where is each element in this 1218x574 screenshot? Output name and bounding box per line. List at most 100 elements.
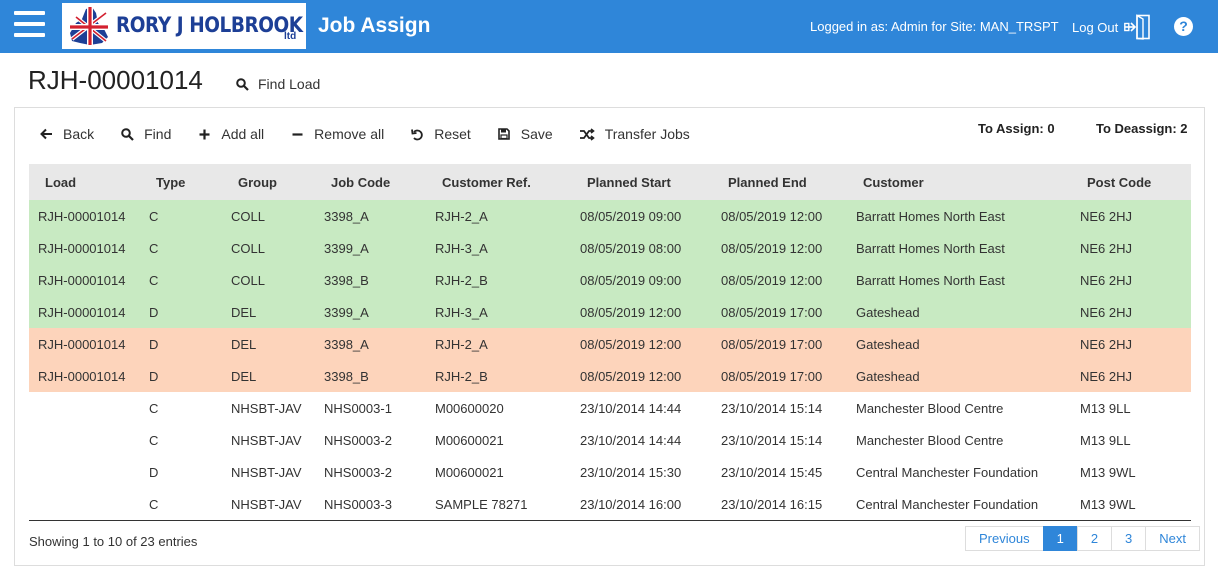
minus-icon xyxy=(290,127,304,141)
cell-planned-end: 08/05/2019 17:00 xyxy=(721,304,823,320)
back-button[interactable]: Back xyxy=(39,124,94,144)
undo-icon xyxy=(410,127,424,141)
cell-load: RJH-00001014 xyxy=(38,336,126,352)
column-header-customer-ref[interactable]: Customer Ref. xyxy=(442,174,531,190)
cell-customer-ref: RJH-3_A xyxy=(435,240,488,256)
cell-customer: Barratt Homes North East xyxy=(856,208,1005,224)
cell-planned-end: 08/05/2019 12:00 xyxy=(721,208,823,224)
logo-text: RORY J HOLBROOK xyxy=(116,13,303,37)
union-jack-map-icon xyxy=(70,7,108,45)
cell-group: NHSBT-JAV xyxy=(231,400,302,416)
cell-job-code: 3398_A xyxy=(324,208,369,224)
column-header-group[interactable]: Group xyxy=(238,174,277,190)
logout-button[interactable]: Log Out xyxy=(1072,14,1152,40)
logout-label: Log Out xyxy=(1072,19,1119,35)
column-header-planned-start[interactable]: Planned Start xyxy=(587,174,671,190)
reset-button[interactable]: Reset xyxy=(410,124,471,144)
table-row[interactable]: C NHSBT-JAV NHS0003-3 SAMPLE 78271 23/10/201… xyxy=(29,488,1191,520)
cell-customer-ref: M00600021 xyxy=(435,464,504,480)
save-button[interactable]: Save xyxy=(497,124,553,144)
cell-job-code: NHS0003-2 xyxy=(324,432,392,448)
column-header-type[interactable]: Type xyxy=(156,174,186,190)
table-row[interactable]: D NHSBT-JAV NHS0003-2 M00600021 23/10/2014 1… xyxy=(29,456,1191,488)
table-row[interactable]: RJH-00001014 C COLL 3398_B RJH-2_B 08/05/2019… xyxy=(29,264,1191,296)
table-row[interactable]: RJH-00001014 D DEL 3399_A RJH-3_A 08/05/2019 … xyxy=(29,296,1191,328)
cell-post-code: M13 9WL xyxy=(1080,496,1136,512)
cell-group: NHSBT-JAV xyxy=(231,464,302,480)
cell-customer: Central Manchester Foundation xyxy=(856,464,1039,480)
cell-planned-end: 23/10/2014 15:45 xyxy=(721,464,823,480)
column-header-post-code[interactable]: Post Code xyxy=(1087,174,1152,190)
cell-load: RJH-00001014 xyxy=(38,368,126,384)
column-header-load[interactable]: Load xyxy=(45,174,77,190)
page-button-2[interactable]: 2 xyxy=(1076,526,1113,551)
cell-group: DEL xyxy=(231,304,257,320)
cell-type: D xyxy=(149,464,159,480)
add-all-button[interactable]: Add all xyxy=(197,124,264,144)
table-row[interactable]: RJH-00001014 D DEL 3398_B RJH-2_B 08/05/2019 … xyxy=(29,360,1191,392)
cell-planned-start: 08/05/2019 12:00 xyxy=(580,304,682,320)
cell-group: NHSBT-JAV xyxy=(231,496,302,512)
table-row[interactable]: RJH-00001014 D DEL 3398_A RJH-2_A 08/05/2019 … xyxy=(29,328,1191,360)
cell-customer-ref: RJH-2_A xyxy=(435,208,488,224)
table-body: RJH-00001014 C COLL 3398_A RJH-2_A 08/05/2019… xyxy=(29,200,1191,520)
table-row[interactable]: RJH-00001014 C COLL 3398_A RJH-2_A 08/05/2019… xyxy=(29,200,1191,232)
cell-planned-end: 23/10/2014 15:14 xyxy=(721,432,823,448)
cell-type: D xyxy=(149,368,159,384)
floppy-disk-icon xyxy=(497,127,511,141)
cell-job-code: 3399_A xyxy=(324,240,369,256)
table-row[interactable]: RJH-00001014 C COLL 3399_A RJH-3_A 08/05/2019… xyxy=(29,232,1191,264)
next-page-button[interactable]: Next xyxy=(1145,526,1201,551)
cell-type: C xyxy=(149,432,159,448)
cell-post-code: NE6 2HJ xyxy=(1080,208,1133,224)
cell-planned-start: 08/05/2019 09:00 xyxy=(580,272,682,288)
remove-all-button[interactable]: Remove all xyxy=(290,124,384,144)
column-header-job-code[interactable]: Job Code xyxy=(331,174,391,190)
page-button-1[interactable]: 1 xyxy=(1042,526,1078,551)
cell-post-code: M13 9LL xyxy=(1080,432,1131,448)
cell-customer-ref: M00600021 xyxy=(435,432,504,448)
hamburger-menu-icon[interactable] xyxy=(14,11,45,41)
cell-group: DEL xyxy=(231,336,257,352)
cell-customer-ref: RJH-3_A xyxy=(435,304,488,320)
table-row[interactable]: C NHSBT-JAV NHS0003-2 M00600021 23/10/2014 1… xyxy=(29,424,1191,456)
cell-planned-start: 23/10/2014 14:44 xyxy=(580,432,682,448)
cell-type: C xyxy=(149,208,159,224)
help-icon[interactable]: ? xyxy=(1174,17,1193,36)
column-header-planned-end[interactable]: Planned End xyxy=(728,174,807,190)
cell-job-code: 3398_B xyxy=(324,272,369,288)
toolbar: Back Find Add all Remove all Reset xyxy=(39,124,690,144)
cell-type: D xyxy=(149,304,159,320)
cell-load: RJH-00001014 xyxy=(38,272,126,288)
cell-job-code: NHS0003-3 xyxy=(324,496,392,512)
page-button-3[interactable]: 3 xyxy=(1111,526,1147,551)
cell-planned-end: 08/05/2019 12:00 xyxy=(721,240,823,256)
table-row[interactable]: C NHSBT-JAV NHS0003-1 M00600020 23/10/2014 1… xyxy=(29,392,1191,424)
cell-group: COLL xyxy=(231,208,265,224)
cell-planned-end: 08/05/2019 17:00 xyxy=(721,336,823,352)
cell-load: RJH-00001014 xyxy=(38,240,126,256)
cell-post-code: NE6 2HJ xyxy=(1080,272,1133,288)
cell-post-code: NE6 2HJ xyxy=(1080,368,1133,384)
to-assign-count: To Assign: 0 xyxy=(978,121,1055,136)
cell-type: D xyxy=(149,336,159,352)
top-navbar: RORY J HOLBROOK ltd Job Assign Logged in… xyxy=(0,0,1218,53)
plus-icon xyxy=(197,127,211,141)
cell-planned-start: 08/05/2019 09:00 xyxy=(580,208,682,224)
transfer-jobs-button[interactable]: Transfer Jobs xyxy=(579,124,690,144)
cell-load xyxy=(29,456,140,488)
cell-planned-end: 08/05/2019 12:00 xyxy=(721,272,823,288)
cell-post-code: NE6 2HJ xyxy=(1080,336,1133,352)
cell-load xyxy=(29,392,140,424)
save-label: Save xyxy=(520,126,553,142)
find-load-button[interactable]: Find Load xyxy=(236,76,320,92)
column-header-customer[interactable]: Customer xyxy=(863,174,924,190)
cell-job-code: NHS0003-1 xyxy=(324,400,392,416)
cell-customer: Gateshead xyxy=(856,336,920,352)
previous-page-button[interactable]: Previous xyxy=(965,526,1044,551)
cell-planned-end: 23/10/2014 16:15 xyxy=(721,496,823,512)
cell-customer: Central Manchester Foundation xyxy=(856,496,1039,512)
jobs-table: Load Type Group Job Code Customer Ref. Planne… xyxy=(29,164,1191,520)
find-button[interactable]: Find xyxy=(120,124,171,144)
cell-planned-start: 08/05/2019 12:00 xyxy=(580,336,682,352)
